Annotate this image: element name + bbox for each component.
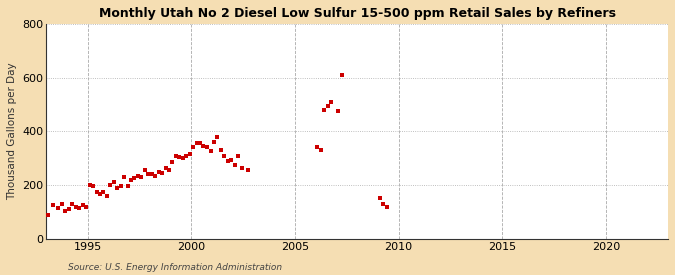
Point [219, 153, 230, 158]
Point [381, 204, 392, 209]
Point [236, 165, 247, 170]
Point [119, 175, 130, 179]
Point [122, 184, 133, 189]
Point [67, 202, 78, 206]
Point [88, 184, 99, 189]
Point [48, 203, 59, 207]
Point [184, 152, 195, 156]
Point [109, 180, 119, 185]
Point [77, 203, 88, 207]
Point [202, 145, 213, 150]
Point [74, 206, 84, 210]
Point [57, 202, 68, 206]
Point [178, 156, 188, 160]
Point [146, 172, 157, 177]
Point [70, 204, 81, 209]
Point [98, 189, 109, 194]
Title: Monthly Utah No 2 Diesel Low Sulfur 15-500 ppm Retail Sales by Refiners: Monthly Utah No 2 Diesel Low Sulfur 15-5… [99, 7, 616, 20]
Point [153, 169, 164, 174]
Point [215, 148, 226, 152]
Point [132, 174, 143, 178]
Point [212, 134, 223, 139]
Point [112, 186, 123, 190]
Point [326, 100, 337, 104]
Point [101, 194, 112, 198]
Point [174, 155, 185, 159]
Point [198, 144, 209, 148]
Point [157, 171, 167, 175]
Point [195, 141, 206, 146]
Point [105, 183, 115, 187]
Point [53, 206, 64, 210]
Point [188, 145, 198, 150]
Point [150, 174, 161, 178]
Point [312, 145, 323, 150]
Point [333, 109, 344, 113]
Point [140, 168, 151, 172]
Point [222, 159, 233, 163]
Point [60, 208, 71, 213]
Point [126, 177, 136, 182]
Point [143, 172, 154, 177]
Point [167, 160, 178, 164]
Text: Source: U.S. Energy Information Administration: Source: U.S. Energy Information Administ… [68, 263, 281, 272]
Point [191, 141, 202, 146]
Point [63, 207, 74, 211]
Point [209, 140, 219, 144]
Point [374, 196, 385, 201]
Point [171, 153, 182, 158]
Point [91, 189, 102, 194]
Point [243, 168, 254, 172]
Point [136, 175, 146, 179]
Point [181, 153, 192, 158]
Point [233, 153, 244, 158]
Point [95, 192, 105, 197]
Point [115, 184, 126, 189]
Y-axis label: Thousand Gallons per Day: Thousand Gallons per Day [7, 62, 17, 200]
Point [336, 73, 347, 77]
Point [160, 165, 171, 170]
Point [43, 212, 53, 217]
Point [84, 183, 95, 187]
Point [129, 176, 140, 181]
Point [226, 157, 237, 162]
Point [205, 149, 216, 154]
Point [316, 148, 327, 152]
Point [323, 104, 333, 108]
Point [229, 163, 240, 167]
Point [81, 204, 92, 209]
Point [378, 202, 389, 206]
Point [163, 168, 174, 172]
Point [319, 108, 330, 112]
